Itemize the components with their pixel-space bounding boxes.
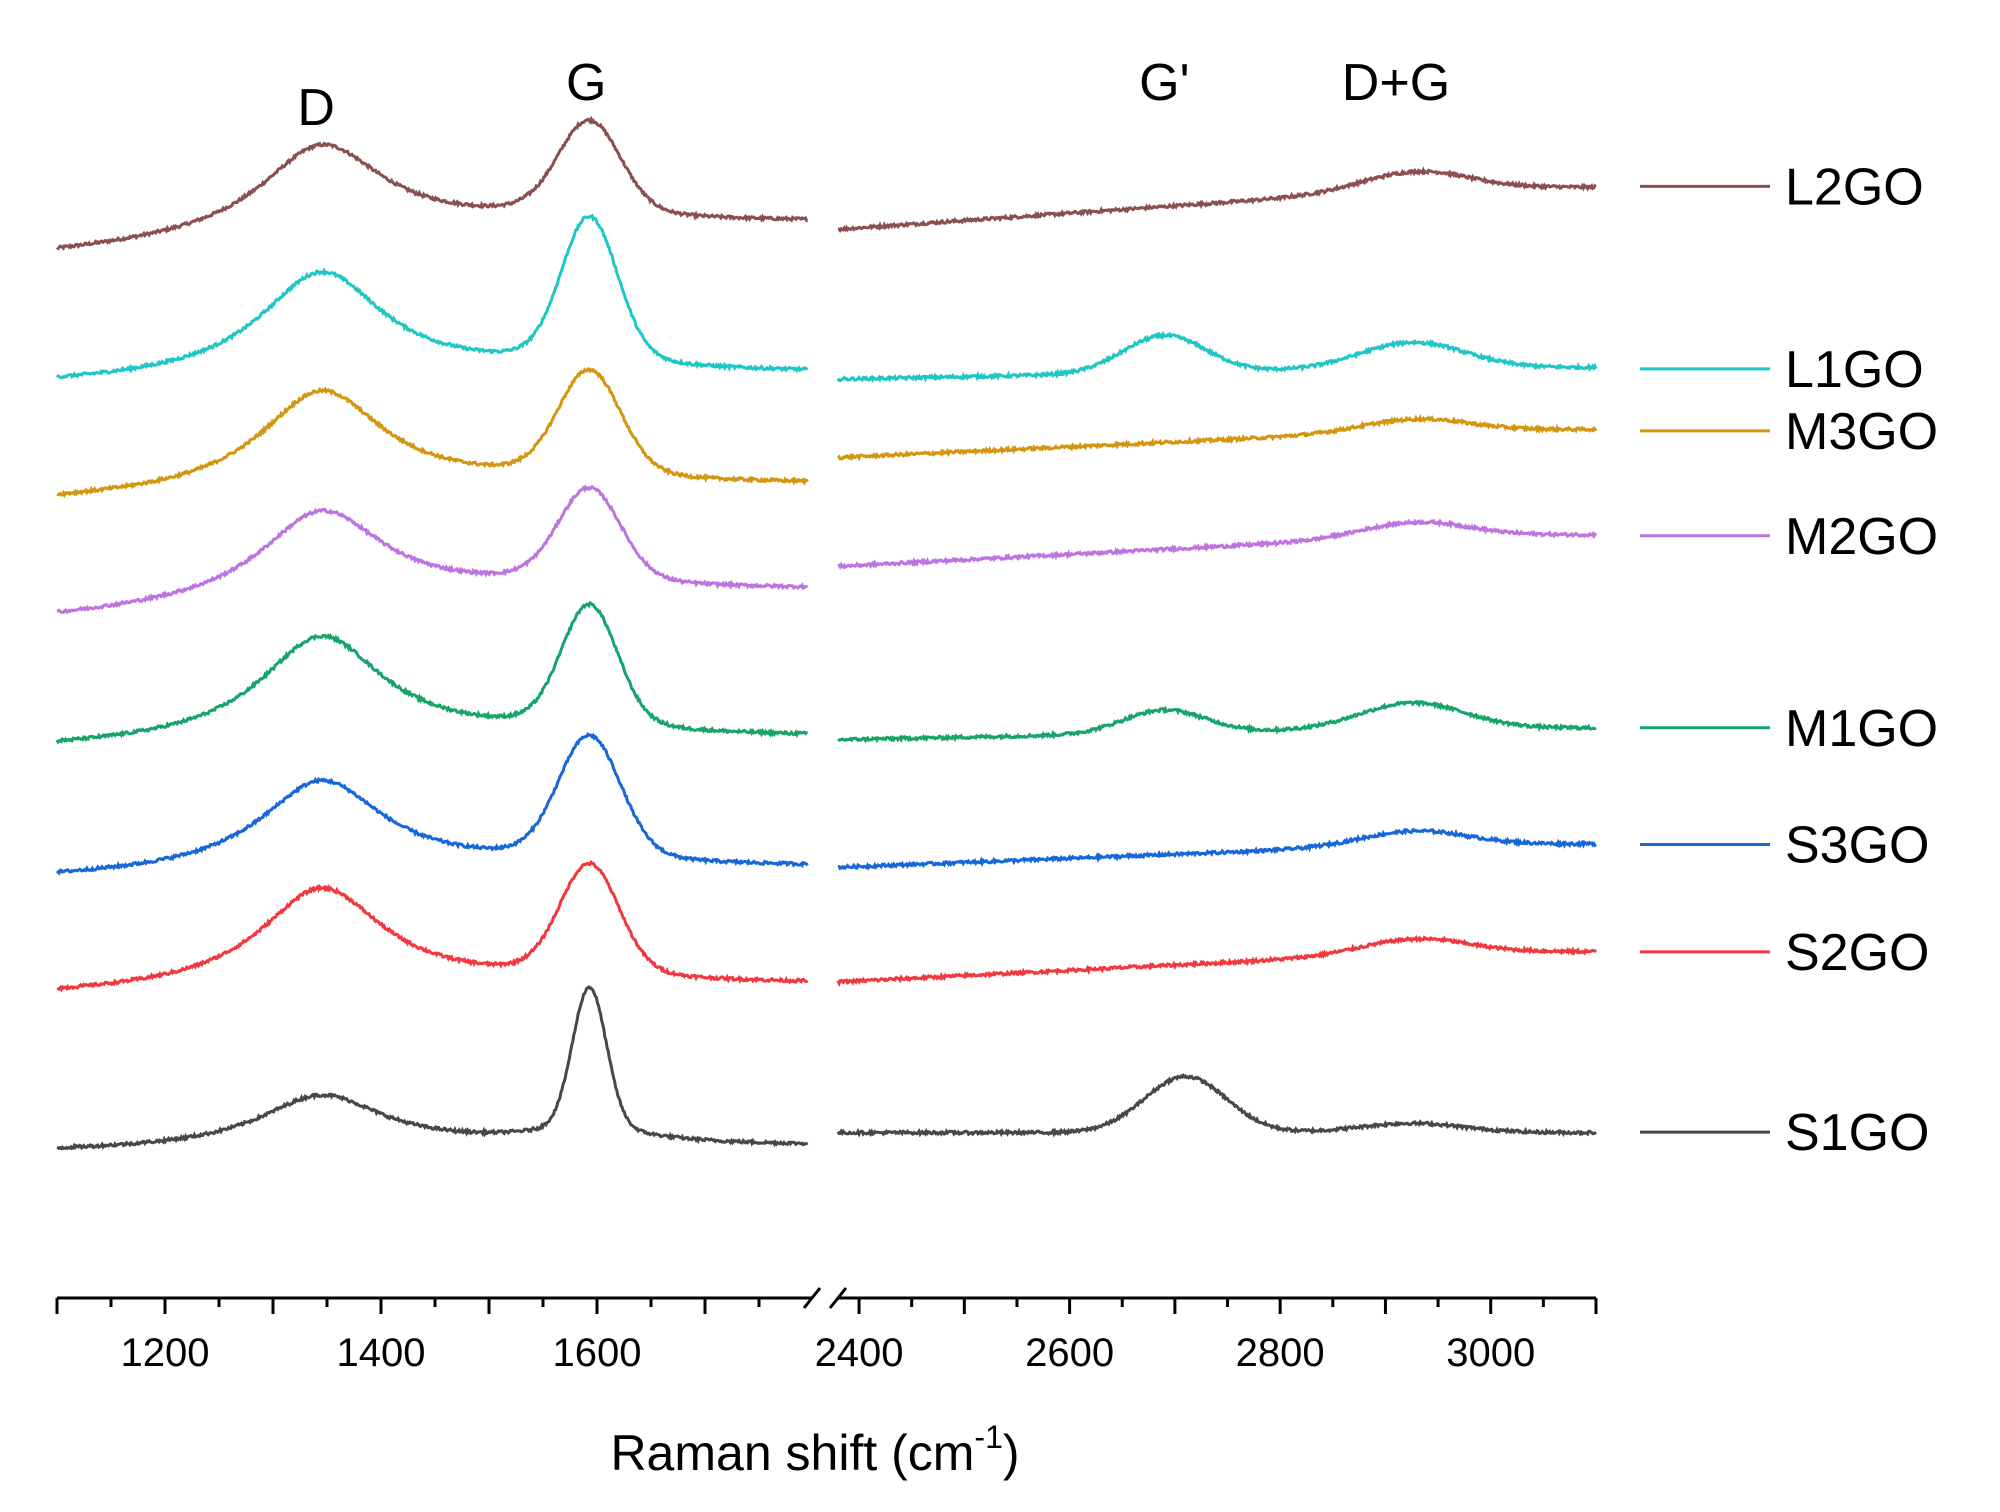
curve-m1go-high: [837, 699, 1597, 744]
curve-s1go-high: [836, 1073, 1598, 1138]
x-axis-ticks: 1200 1400 1600 2400 2600 2800 3000: [55, 1298, 1598, 1375]
band-label-g: G: [566, 54, 606, 112]
tick-label-low-1200: 1200: [121, 1331, 210, 1375]
curve-m1go-low: [55, 600, 809, 745]
x-axis: 1200 1400 1600 2400 2600 2800 3000: [55, 1287, 1598, 1375]
legend-label-s2go: S2GO: [1785, 924, 1930, 982]
axis-break-mark: [802, 1287, 848, 1309]
tick-label-high-3000: 3000: [1446, 1331, 1535, 1375]
x-axis-title-main: Raman shift (cm: [610, 1425, 974, 1481]
curve-m2go-low: [56, 484, 808, 615]
curve-s2go-high: [836, 934, 1598, 988]
x-axis-title: Raman shift (cm-1): [610, 1419, 1019, 1481]
curve-m2go-high: [837, 518, 1598, 570]
curve-m3go-low: [56, 367, 809, 499]
tick-label-high-2800: 2800: [1236, 1331, 1325, 1375]
curve-m3go-high: [836, 414, 1598, 462]
curve-l1go-low: [55, 213, 809, 380]
legend-label-s3go: S3GO: [1785, 816, 1930, 874]
legend-label-s1go: S1GO: [1785, 1104, 1930, 1162]
curve-l2go-low: [56, 115, 808, 251]
legend-label-m2go: M2GO: [1785, 508, 1938, 566]
x-axis-title-close: ): [1003, 1425, 1020, 1481]
band-labels: D G G' D+G: [297, 54, 1450, 137]
curve-l2go-high: [837, 166, 1597, 234]
axis-break-slash-2: [828, 1287, 848, 1309]
curve-s1go-low: [56, 984, 809, 1151]
curve-s3go-low: [55, 731, 809, 876]
curve-s3go-high: [837, 827, 1597, 871]
legend-label-l1go: L1GO: [1785, 341, 1924, 399]
spectra-curves: [55, 115, 1598, 1151]
legend-label-m1go: M1GO: [1785, 700, 1938, 758]
curve-s2go-low: [56, 859, 809, 993]
tick-label-low-1400: 1400: [337, 1331, 426, 1375]
band-label-g-prime: G': [1139, 54, 1189, 112]
curve-l1go-high: [836, 330, 1598, 384]
band-label-dplusg: D+G: [1342, 54, 1450, 112]
tick-label-high-2400: 2400: [815, 1331, 904, 1375]
legend-label-m3go: M3GO: [1785, 403, 1938, 461]
axis-break-slash-1: [802, 1287, 822, 1309]
tick-label-high-2600: 2600: [1025, 1331, 1114, 1375]
legend-label-l2go: L2GO: [1785, 158, 1924, 216]
x-axis-title-sup: -1: [974, 1419, 1002, 1455]
band-label-d: D: [297, 79, 335, 137]
tick-label-low-1600: 1600: [553, 1331, 642, 1375]
